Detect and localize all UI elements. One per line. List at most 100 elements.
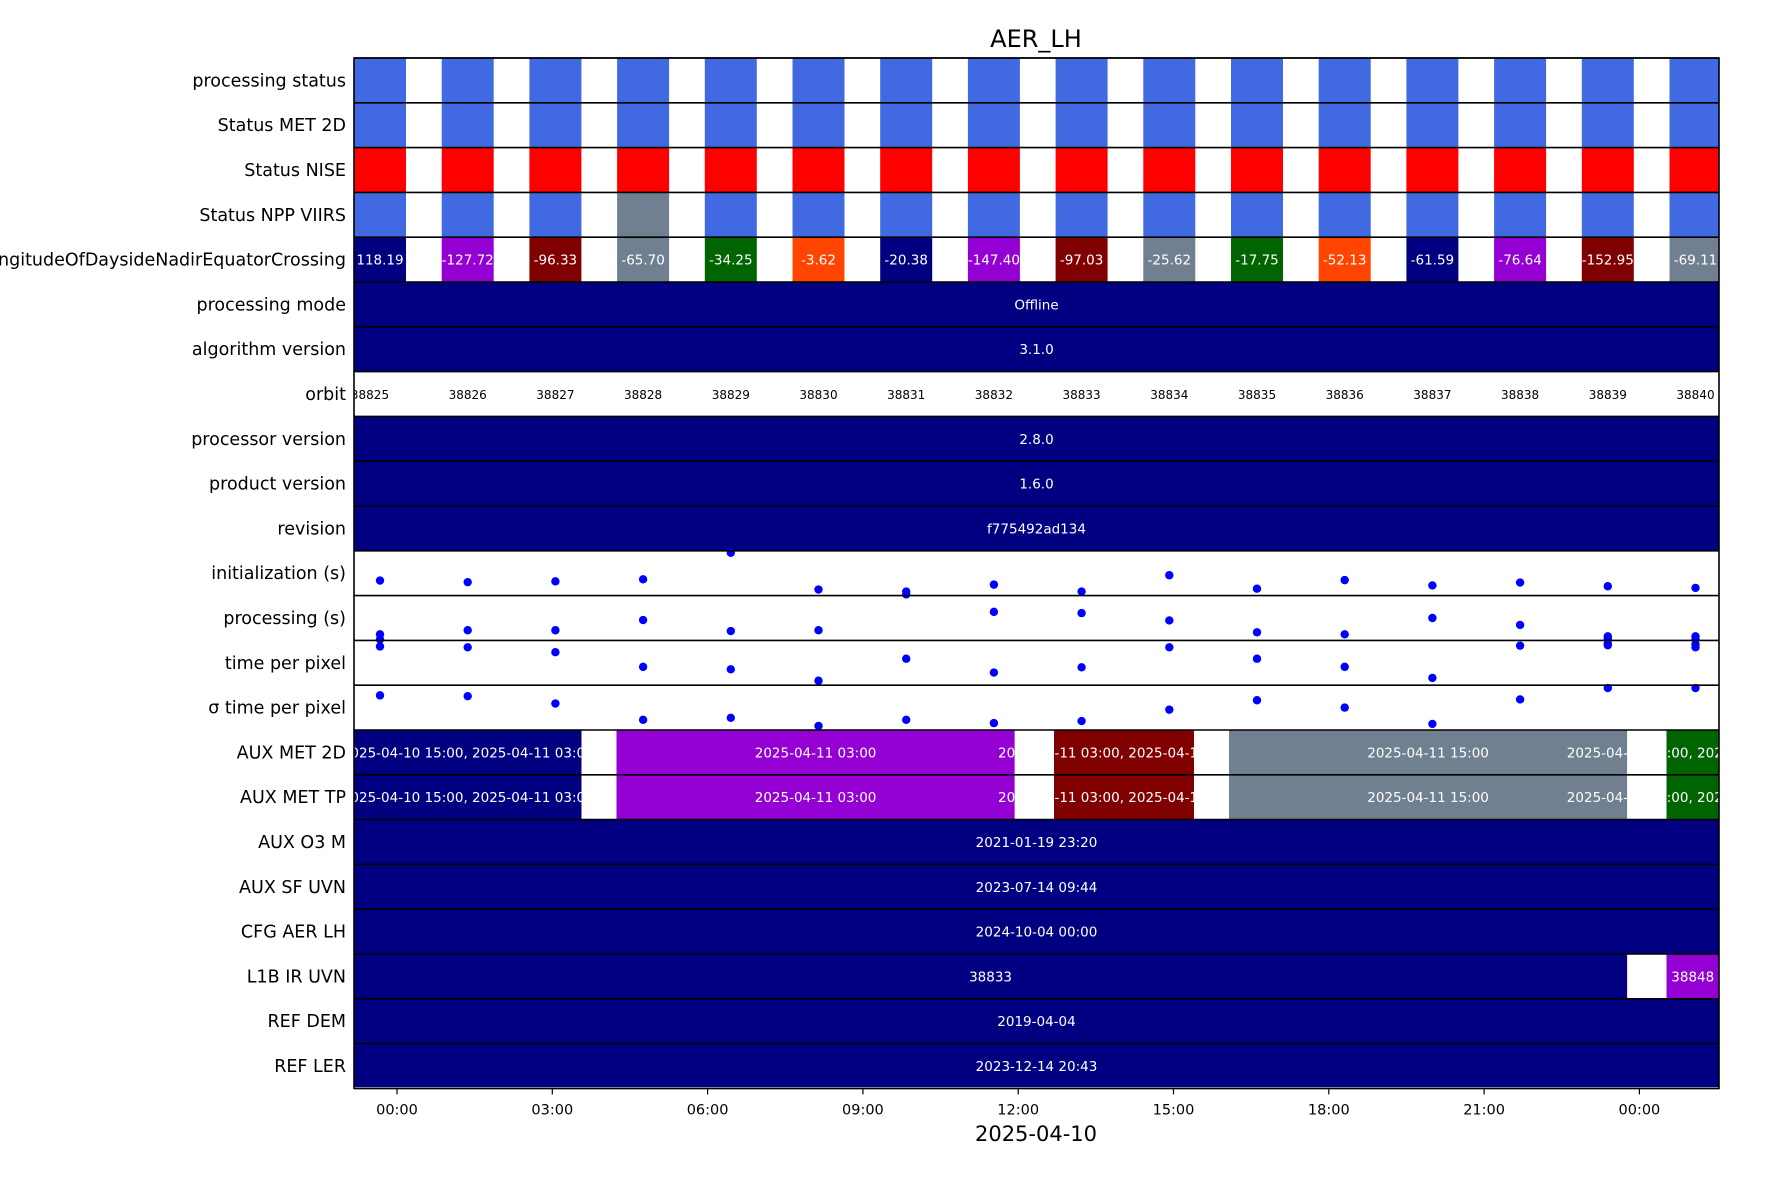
segment-bar: [1666, 774, 1719, 820]
status-block: [1494, 192, 1547, 238]
row-label: REF LER: [274, 1057, 346, 1077]
scatter-point: [902, 715, 911, 725]
segment-text: 2025-04-11 03:00, 2025-04-11 15:00: [998, 745, 1250, 761]
plot-frame: [353, 57, 1720, 1090]
status-block: [1406, 147, 1459, 193]
span-text: 2023-12-14 20:43: [976, 1059, 1098, 1075]
span-text: Offline: [1014, 297, 1058, 313]
status-block: [1494, 237, 1547, 282]
span-bar: [354, 819, 1719, 865]
span-text: 1.6.0: [1019, 477, 1053, 493]
scatter-point: [551, 699, 560, 708]
x-tick-label: 00:00: [1619, 1102, 1661, 1118]
status-block: [1581, 102, 1634, 148]
scatter-point: [1603, 641, 1613, 650]
row-0: [354, 58, 1719, 103]
status-block: [529, 237, 582, 282]
row-3: [354, 192, 1719, 238]
segment-text: 2025-04-10 15:00, 2025-04-11 03:00: [342, 745, 594, 761]
scatter-point: [1428, 613, 1437, 623]
cell-value: -52.13: [1323, 253, 1367, 269]
status-block: [1494, 102, 1547, 148]
scatter-point: [551, 647, 560, 657]
span-bar: [354, 461, 1719, 506]
status-block: [967, 237, 1020, 282]
status-block: [1055, 58, 1108, 103]
status-block: [1669, 192, 1719, 238]
scatter-point: [1252, 584, 1262, 593]
status-block: [704, 147, 757, 193]
status-block: [792, 147, 845, 193]
status-block: [967, 102, 1020, 148]
cell-value: -76.64: [1498, 253, 1542, 269]
scatter-point: [463, 577, 472, 587]
scatter-point: [814, 676, 823, 685]
orbit-number: 38829: [712, 388, 750, 402]
row-6: 3.1.0: [354, 326, 1719, 372]
scatter-point: [375, 576, 385, 585]
scatter-point: [1340, 703, 1349, 712]
row-12: [375, 607, 1700, 644]
status-block: [1231, 147, 1283, 193]
status-block: [880, 58, 933, 103]
status-block: [441, 58, 494, 103]
row-label: processing mode: [196, 295, 346, 315]
segment-text: 2025-04-11 03:00: [755, 790, 877, 806]
scatter-point: [1428, 673, 1437, 683]
status-block: [1318, 237, 1371, 282]
segment-bar: [1666, 954, 1719, 999]
row-label: Status NISE: [244, 161, 346, 181]
cell-value: -25.62: [1148, 253, 1192, 269]
scatter-point: [375, 635, 385, 644]
span-text: 2.8.0: [1019, 432, 1053, 448]
row-11: [375, 548, 1700, 599]
status-block: [529, 192, 582, 238]
span-bar: [354, 864, 1719, 910]
orbit-number: 38838: [1501, 388, 1539, 402]
row-label: algorithm version: [192, 340, 346, 360]
status-block: [354, 102, 406, 148]
scatter-point: [1340, 662, 1349, 672]
status-block: [441, 237, 494, 282]
status-block: [1581, 58, 1634, 103]
cell-value: -65.70: [621, 253, 665, 269]
status-block: [880, 237, 933, 282]
row-label: time per pixel: [225, 654, 346, 674]
status-block: [441, 147, 494, 193]
row-label: AUX MET 2D: [237, 743, 346, 763]
cell-value: -17.75: [1235, 253, 1279, 269]
orbit-number: 38826: [449, 388, 487, 402]
status-block: [354, 147, 406, 193]
scatter-point: [1515, 578, 1525, 587]
status-block: [617, 102, 670, 148]
span-bar: [354, 998, 1719, 1044]
status-block: [1494, 58, 1547, 103]
segment-text: 2025-04-11 15:00: [1367, 790, 1489, 806]
status-block: [704, 58, 757, 103]
scatter-point: [638, 662, 648, 672]
scatter-point: [1077, 608, 1086, 618]
scatter-point: [638, 575, 648, 584]
status-block: [967, 192, 1020, 238]
x-tick-label: 03:00: [531, 1102, 573, 1118]
segment-text: 2025-04-10 15:00, 2025-04-11 03:00: [342, 790, 594, 806]
span-bar: [354, 506, 1719, 551]
segment-bar: [1054, 730, 1194, 775]
row-9: 1.6.0: [354, 461, 1719, 506]
scatter-point: [551, 577, 560, 586]
cell-value: -69.11: [1674, 253, 1718, 269]
scatter-point: [814, 626, 823, 635]
orbit-number: 38840: [1676, 388, 1714, 402]
x-tick-label: 09:00: [842, 1102, 884, 1118]
segment-bar: [616, 730, 1015, 775]
orbit-number: 38832: [975, 388, 1013, 402]
status-block: [529, 147, 582, 193]
orbit-number: 38825: [351, 388, 389, 402]
x-tick-label: 06:00: [687, 1102, 729, 1118]
row-18: 2023-07-14 09:44: [354, 864, 1719, 910]
scatter-point: [902, 654, 911, 663]
scatter-point: [726, 548, 735, 557]
status-block: [1406, 58, 1459, 103]
scatter-point: [902, 590, 911, 599]
